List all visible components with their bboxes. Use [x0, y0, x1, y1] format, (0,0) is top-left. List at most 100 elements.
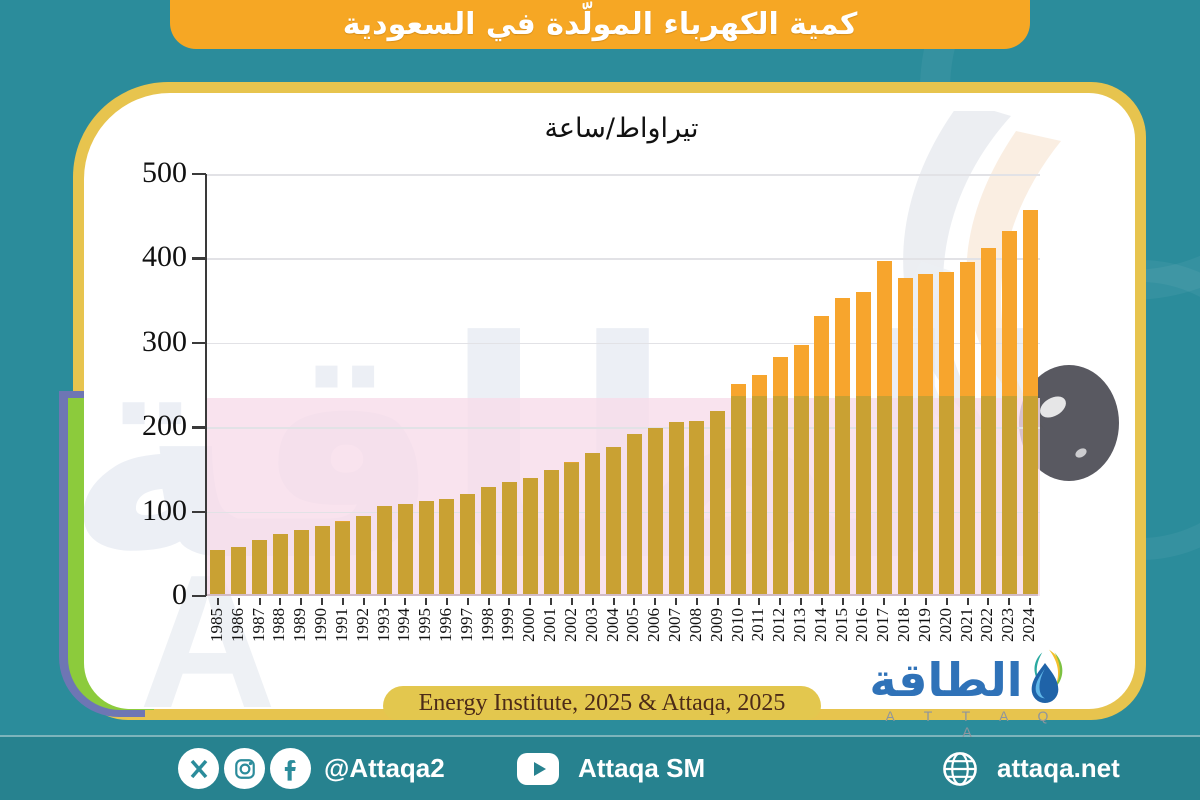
x-tick-2019	[924, 598, 927, 605]
bar-2003	[585, 453, 601, 594]
bar-2024	[1022, 209, 1038, 594]
x-label-2016: 2016	[852, 608, 872, 642]
x-icon	[178, 748, 219, 789]
footer-site: attaqa.net	[997, 753, 1120, 783]
x-label-2000: 2000	[519, 608, 539, 642]
title-banner: كمية الكهرباء المولّدة في السعودية	[170, 0, 1030, 49]
x-label-2013: 2013	[790, 608, 809, 642]
x-tick-1998	[487, 598, 490, 605]
x-tick-2013	[800, 598, 802, 605]
x-tick-2021	[966, 598, 969, 605]
x-tick-2006	[654, 598, 657, 605]
x-label-2014: 2014	[810, 608, 830, 642]
x-label-2022: 2022	[977, 608, 997, 642]
x-label-2007: 2007	[665, 608, 685, 642]
x-label-1992: 1992	[352, 608, 372, 642]
bar-1995	[418, 501, 434, 594]
bar-2009	[710, 410, 726, 594]
y-gridline-500	[207, 174, 1040, 176]
bar-1989	[293, 529, 309, 594]
x-tick-2000	[529, 598, 532, 605]
y-tick-200	[192, 426, 206, 429]
y-tick-300	[192, 341, 206, 345]
plot-area: 0 100 200 300 400 500 1985 1986 1987 1988 1989 1990…	[142, 156, 1040, 642]
bar-2012	[772, 356, 788, 594]
bar-2002	[564, 462, 580, 594]
x-label-2002: 2002	[560, 608, 580, 642]
x-tick-2012	[779, 598, 782, 605]
bar-2018	[897, 277, 913, 594]
footer-handle: @Attaqa2	[324, 753, 445, 783]
footer-sm-label: Attaqa SM	[578, 753, 706, 783]
y-gridline-300	[207, 342, 1040, 345]
x-label-1999: 1999	[498, 608, 518, 642]
x-tick-2008	[695, 598, 698, 605]
bar-2001	[543, 469, 559, 594]
bar-1998	[481, 486, 497, 594]
x-label-1990: 1990	[311, 608, 331, 642]
x-label-1994: 1994	[394, 608, 414, 642]
x-label-2011: 2011	[748, 608, 768, 642]
x-tick-2017	[883, 598, 886, 605]
x-label-1986: 1986	[227, 608, 247, 642]
footer-social-group: @Attaqa2	[178, 748, 445, 789]
x-tick-2022	[987, 598, 990, 605]
x-tick-2009	[716, 598, 719, 605]
bar-2020	[939, 272, 955, 594]
x-tick-2001	[550, 598, 553, 605]
x-label-1996: 1996	[435, 608, 455, 642]
x-label-1991: 1991	[331, 608, 351, 642]
source-pill: Energy Institute, 2025 & Attaqa, 2025	[383, 686, 821, 720]
x-tick-1994	[404, 598, 407, 605]
x-tick-2007	[675, 598, 678, 605]
x-tick-2018	[904, 598, 907, 605]
x-tick-1990	[321, 598, 324, 605]
x-label-2021: 2021	[956, 608, 976, 642]
y-tick-0	[192, 595, 206, 598]
footer-sm-group: Attaqa SM	[516, 752, 705, 786]
x-tick-1997	[466, 598, 469, 605]
x-tick-1985	[216, 598, 219, 605]
bar-2014	[814, 316, 830, 594]
attaqa-logo-row: الطاقة	[862, 648, 1072, 706]
page-title: كمية الكهرباء المولّدة في السعودية	[342, 7, 858, 42]
chart-card: الطاقة A تيراواط/ساعة 010020030040050019…	[84, 93, 1135, 709]
bar-2011	[751, 374, 767, 594]
x-tick-2023	[1008, 598, 1011, 605]
y-tick-400	[192, 257, 206, 260]
x-label-2018: 2018	[894, 608, 914, 642]
x-tick-2003	[591, 598, 594, 605]
footer-bar: @Attaqa2 Attaqa SM attaqa.net	[0, 735, 1200, 800]
bar-2017	[876, 261, 892, 594]
attaqa-droplet-icon	[1031, 649, 1062, 703]
x-tick-2020	[945, 598, 948, 605]
x-tick-2024	[1029, 598, 1032, 605]
bar-2000	[522, 477, 538, 594]
attaqa-logo: الطاقة A T T A Q A	[862, 648, 1072, 740]
x-tick-2010	[737, 598, 740, 605]
x-label-2012: 2012	[769, 608, 789, 642]
x-tick-2015	[841, 598, 844, 605]
instagram-icon	[224, 748, 265, 789]
y-tick-label-200: 200	[142, 409, 187, 443]
x-label-1989: 1989	[290, 608, 310, 642]
footer-site-group: attaqa.net	[941, 750, 1120, 788]
x-label-2017: 2017	[873, 608, 893, 642]
y-tick-label-100: 100	[142, 493, 187, 527]
x-tick-1991	[341, 598, 344, 605]
x-label-2008: 2008	[685, 608, 705, 642]
x-tick-2016	[862, 598, 865, 605]
bar-2007	[668, 421, 684, 594]
bar-1999	[501, 481, 517, 594]
attaqa-logo-arabic: الطاقة	[869, 653, 1023, 708]
y-tick-label-400: 400	[142, 240, 187, 274]
x-label-2024: 2024	[1019, 608, 1039, 642]
bar-1996	[439, 498, 455, 594]
y-gridline-400	[207, 258, 1040, 260]
bar-2005	[626, 433, 642, 594]
y-tick-label-500: 500	[142, 156, 187, 189]
x-label-2003: 2003	[581, 608, 601, 642]
x-label-2006: 2006	[644, 608, 664, 642]
bar-1992	[356, 515, 372, 594]
youtube-icon	[517, 752, 559, 785]
